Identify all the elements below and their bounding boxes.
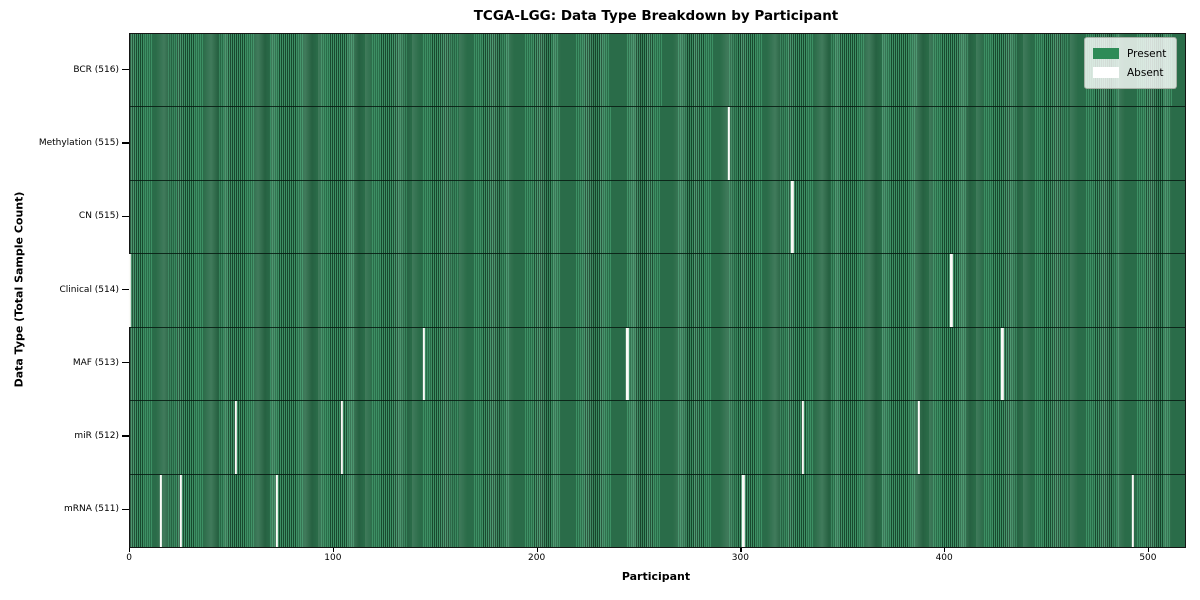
absent-gap [950, 254, 953, 327]
y-tick-label-bcr: BCR (516) [73, 64, 119, 75]
absent-gap [159, 474, 162, 547]
absent-gap [728, 107, 731, 180]
legend-item-present: Present [1093, 44, 1168, 63]
absent-gap [742, 474, 745, 547]
absent-gap [1131, 474, 1134, 547]
legend-swatch-present-icon [1093, 48, 1119, 59]
presence-row-mrna [129, 473, 1185, 547]
legend-swatch-absent-icon [1093, 67, 1119, 78]
x-tick-mark [536, 547, 538, 553]
y-tick-mark [122, 508, 129, 510]
x-tick-label: 400 [935, 553, 953, 563]
presence-row-methylation [129, 106, 1185, 180]
y-tick-label-cn: CN (515) [78, 211, 119, 222]
absent-gap [234, 401, 238, 474]
absent-gap [626, 327, 629, 401]
legend-label-absent: Absent [1127, 66, 1164, 79]
absent-gap [1001, 327, 1004, 401]
y-tick-mark [122, 435, 129, 437]
absent-gap [917, 401, 920, 474]
presence-row-bcr [129, 34, 1185, 107]
legend-label-present: Present [1127, 47, 1167, 60]
absent-gap [128, 254, 132, 327]
absent-gap [791, 180, 794, 254]
y-tick-label-mir: miR (512) [74, 431, 119, 442]
legend-item-absent: Absent [1093, 63, 1168, 82]
x-tick-label: 200 [528, 553, 546, 563]
absent-gap [179, 474, 183, 547]
y-tick-mark [122, 288, 129, 291]
y-tick-mark [122, 362, 129, 364]
presence-row-mir [129, 400, 1185, 474]
y-tick-label-methylation: Methylation (515) [38, 137, 119, 148]
y-tick-mark [122, 142, 129, 144]
y-tick-label-clinical: Clinical (514) [59, 284, 119, 295]
x-axis-label: Participant [621, 570, 691, 583]
y-tick-label-maf: MAF (513) [72, 357, 119, 368]
chart-title: TCGA-LGG: Data Type Breakdown by Partici… [473, 8, 839, 24]
presence-row-maf [129, 326, 1185, 401]
absent-gap [340, 401, 344, 474]
x-tick-label: 100 [324, 553, 342, 563]
x-tick-label: 300 [731, 553, 749, 563]
y-tick-mark [122, 215, 129, 217]
x-tick-mark [129, 547, 131, 553]
absent-gap [422, 327, 425, 401]
x-tick-mark [944, 547, 946, 553]
x-tick-mark [740, 547, 742, 553]
absent-gap [275, 474, 278, 547]
absent-gap [801, 401, 804, 474]
presence-row-cn [129, 179, 1185, 254]
y-tick-label-mrna: mRNA (511) [64, 504, 119, 515]
x-tick-label: 500 [1139, 553, 1157, 563]
legend: Present Absent [1084, 37, 1177, 89]
x-tick-mark [332, 547, 335, 553]
presence-row-clinical [128, 253, 1185, 327]
x-tick-mark [1147, 547, 1150, 553]
plot-area: Present Absent [128, 33, 1186, 548]
x-tick-label: 0 [126, 553, 132, 563]
y-tick-mark [122, 69, 129, 71]
